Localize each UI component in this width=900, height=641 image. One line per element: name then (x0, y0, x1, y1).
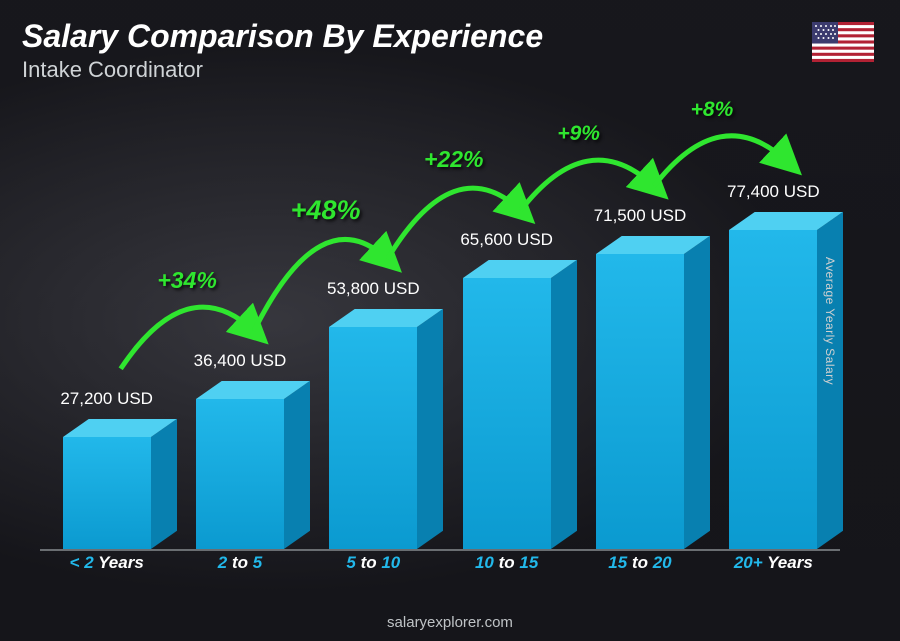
bar-front (196, 399, 284, 549)
bar (729, 230, 817, 549)
value-label: 65,600 USD (437, 230, 577, 250)
bar-front (729, 230, 817, 549)
category-label: 10 to 15 (440, 553, 573, 581)
bar (463, 278, 551, 549)
footer-attribution: salaryexplorer.com (0, 614, 900, 631)
value-label: 53,800 USD (303, 279, 443, 299)
value-label: 77,400 USD (703, 182, 843, 202)
category-label: 15 to 20 (573, 553, 706, 581)
bar (596, 254, 684, 549)
bar-slot: 53,800 USD (307, 101, 440, 549)
increase-percent: +9% (557, 122, 600, 146)
y-axis-label: Average Yearly Salary (823, 256, 837, 384)
increase-percent: +22% (424, 146, 483, 173)
value-label: 71,500 USD (570, 206, 710, 226)
page-title: Salary Comparison By Experience (22, 18, 543, 55)
bar (196, 399, 284, 549)
increase-percent: +8% (691, 98, 734, 122)
bar (329, 327, 417, 549)
bar (63, 437, 151, 549)
bar-front (329, 327, 417, 549)
bar-front (596, 254, 684, 549)
value-label: 27,200 USD (37, 389, 177, 409)
category-label: < 2 Years (40, 553, 173, 581)
category-labels: < 2 Years2 to 55 to 1010 to 1515 to 2020… (40, 553, 840, 581)
bar-front (63, 437, 151, 549)
bar-slot: 36,400 USD (173, 101, 306, 549)
us-flag-icon (812, 22, 874, 62)
bar-slot: 77,400 USD (707, 101, 840, 549)
salary-bar-chart: 27,200 USD36,400 USD53,800 USD65,600 USD… (40, 101, 840, 581)
bar-slot: 71,500 USD (573, 101, 706, 549)
header: Salary Comparison By Experience Intake C… (22, 18, 543, 83)
category-label: 2 to 5 (173, 553, 306, 581)
bar-front (463, 278, 551, 549)
page-subtitle: Intake Coordinator (22, 57, 543, 83)
increase-percent: +34% (157, 267, 216, 294)
increase-percent: +48% (291, 195, 361, 226)
bar-slot: 27,200 USD (40, 101, 173, 549)
value-label: 36,400 USD (170, 351, 310, 371)
category-label: 5 to 10 (307, 553, 440, 581)
category-label: 20+ Years (707, 553, 840, 581)
